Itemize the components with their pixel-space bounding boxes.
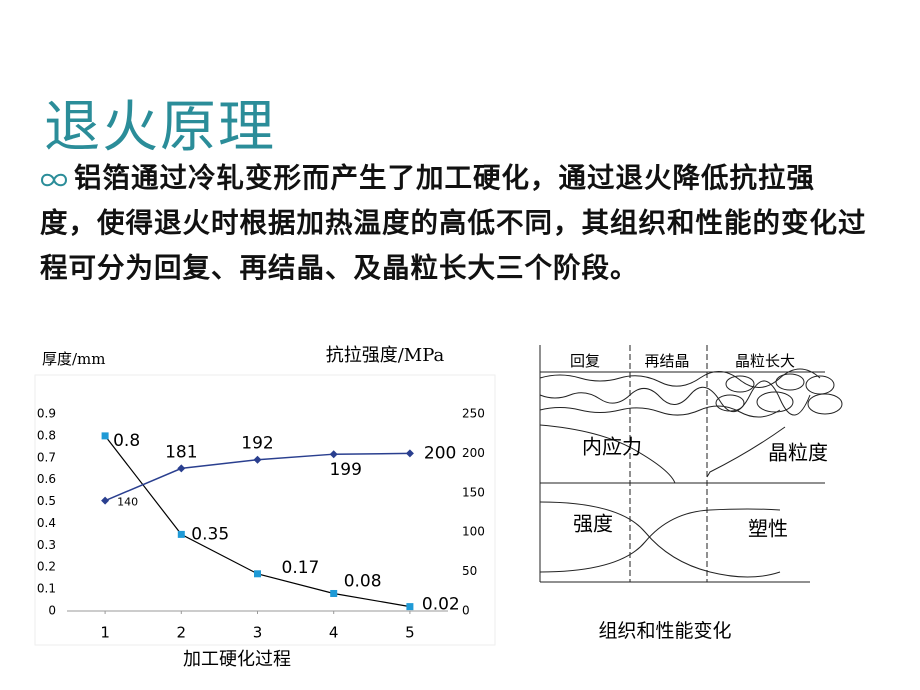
data-label: 0.02	[422, 595, 460, 615]
y-tick-label: 0.5	[37, 494, 56, 508]
point	[101, 496, 110, 505]
x-axis-title: 加工硬化过程	[183, 649, 291, 670]
bullet	[41, 173, 68, 187]
y2-tick-label: 0	[462, 604, 470, 618]
point	[101, 432, 109, 440]
y-tick-label: 0.6	[37, 472, 56, 486]
x-tick-label: 2	[177, 624, 187, 642]
y2-tick-label: 100	[462, 525, 485, 539]
data-label: 0.8	[113, 431, 140, 451]
property-label: 晶粒度	[768, 441, 828, 465]
y2-tick-label: 50	[462, 564, 477, 578]
x-tick-label: 4	[329, 624, 339, 642]
point	[177, 464, 186, 473]
point	[253, 455, 262, 464]
x-tick-label: 3	[253, 624, 263, 642]
data-label: 192	[241, 434, 273, 454]
y-tick-label: 0.8	[37, 428, 56, 442]
y-tick-label: 0	[48, 604, 56, 618]
x-tick-label: 5	[405, 624, 415, 642]
property-label: 塑性	[748, 517, 788, 541]
y2-tick-label: 200	[462, 446, 485, 460]
y-tick-label: 0.3	[37, 538, 56, 552]
data-label: 0.08	[344, 571, 382, 591]
y-tick-label: 0.7	[37, 450, 56, 464]
slide-body: 铝箔通过冷轧变形而产生了加工硬化，通过退火降低抗拉强度，使得退火时根据加热温度的…	[40, 156, 870, 291]
point	[406, 603, 414, 611]
point	[329, 450, 338, 459]
slide-title: 退火原理	[44, 95, 276, 160]
y2-tick-label: 150	[462, 485, 485, 499]
data-label: 0.35	[191, 524, 229, 544]
property-label: 内应力	[582, 435, 642, 459]
point	[254, 570, 261, 578]
y-tick-label: 0.4	[37, 516, 56, 530]
point	[177, 530, 185, 538]
stage-label: 回复	[570, 352, 600, 370]
data-label: 140	[117, 496, 138, 509]
y-tick-label: 0.9	[37, 407, 56, 421]
stage-label: 再结晶	[644, 352, 689, 370]
data-label: 199	[329, 460, 361, 480]
data-label: 200	[424, 443, 456, 463]
diagram-caption: 组织和性能变化	[598, 620, 731, 642]
point	[330, 589, 338, 597]
data-label: 0.17	[282, 558, 320, 578]
body-text: 铝箔通过冷轧变形而产生了加工硬化，通过退火降低抗拉强度，使得退火时根据加热温度的…	[40, 162, 867, 284]
chart-area	[34, 374, 496, 646]
x-tick-label: 1	[100, 624, 110, 642]
y-tick-label: 0.2	[37, 560, 56, 574]
property-label: 强度	[573, 512, 613, 536]
diagram	[539, 345, 843, 583]
y-axis-title: 厚度/mm	[42, 350, 106, 368]
stage-label: 晶粒长大	[735, 352, 795, 370]
y2-axis-title: 抗拉强度/MPa	[326, 345, 445, 366]
point	[405, 449, 414, 458]
y2-tick-label: 250	[462, 407, 485, 421]
data-label: 181	[165, 442, 197, 462]
y-tick-label: 0.1	[37, 582, 56, 596]
